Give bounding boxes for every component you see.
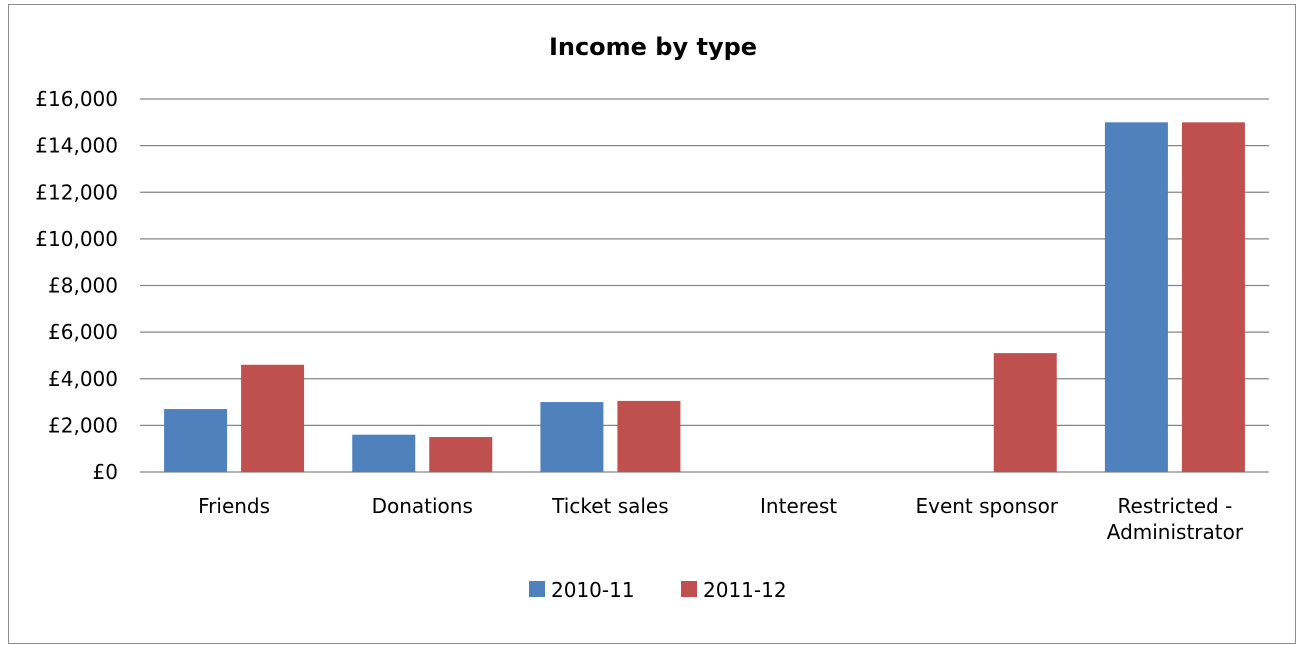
bar-2011-12-1 bbox=[429, 437, 493, 472]
y-tick-label: £12,000 bbox=[35, 180, 118, 204]
bar-2011-12-4 bbox=[993, 353, 1057, 472]
category-label: Event sponsor bbox=[915, 494, 1058, 518]
legend-label: 2011-12 bbox=[703, 578, 787, 602]
bar-2011-12-0 bbox=[241, 364, 305, 472]
legend[interactable]: 2010-11 2011-12 bbox=[529, 578, 787, 602]
bar-2011-12-5 bbox=[1181, 122, 1245, 472]
y-tick-label: £10,000 bbox=[35, 227, 118, 251]
income-chart: Income by type £0 £2,000 £4,000 £6,000 £8,00… bbox=[35, 33, 1269, 602]
y-axis-tick-labels: £0 £2,000 £4,000 £6,000 £8,000 £10,000 £12,000… bbox=[35, 87, 118, 484]
bars bbox=[164, 122, 1245, 472]
bar-2010-11-1 bbox=[352, 434, 416, 472]
grid-lines bbox=[140, 98, 1269, 473]
bar-2010-11-0 bbox=[164, 409, 228, 472]
category-label: Restricted -Administrator bbox=[1107, 494, 1244, 544]
y-tick-label: £2,000 bbox=[48, 413, 118, 437]
category-label: Ticket sales bbox=[551, 494, 668, 518]
category-label: Friends bbox=[198, 494, 270, 518]
bar-2010-11-2 bbox=[540, 402, 604, 472]
bar-2011-12-2 bbox=[617, 400, 681, 472]
legend-swatch bbox=[681, 581, 697, 597]
legend-swatch bbox=[529, 581, 545, 597]
legend-item-2010-11[interactable]: 2010-11 bbox=[529, 578, 635, 602]
x-axis-category-labels: Friends Donations Ticket sales Interest Even… bbox=[198, 494, 1244, 544]
legend-label: 2010-11 bbox=[551, 578, 635, 602]
category-label: Interest bbox=[760, 494, 837, 518]
chart-title: Income by type bbox=[549, 33, 757, 61]
y-tick-label: £0 bbox=[93, 460, 118, 484]
legend-item-2011-12[interactable]: 2011-12 bbox=[681, 578, 787, 602]
y-tick-label: £4,000 bbox=[48, 367, 118, 391]
bar-2010-11-5 bbox=[1104, 122, 1168, 472]
category-label: Donations bbox=[372, 494, 473, 518]
y-tick-label: £6,000 bbox=[48, 320, 118, 344]
y-tick-label: £14,000 bbox=[35, 134, 118, 158]
y-tick-label: £8,000 bbox=[48, 274, 118, 298]
y-tick-label: £16,000 bbox=[35, 87, 118, 111]
chart-frame: Income by type £0 £2,000 £4,000 £6,000 £8,00… bbox=[8, 4, 1296, 644]
